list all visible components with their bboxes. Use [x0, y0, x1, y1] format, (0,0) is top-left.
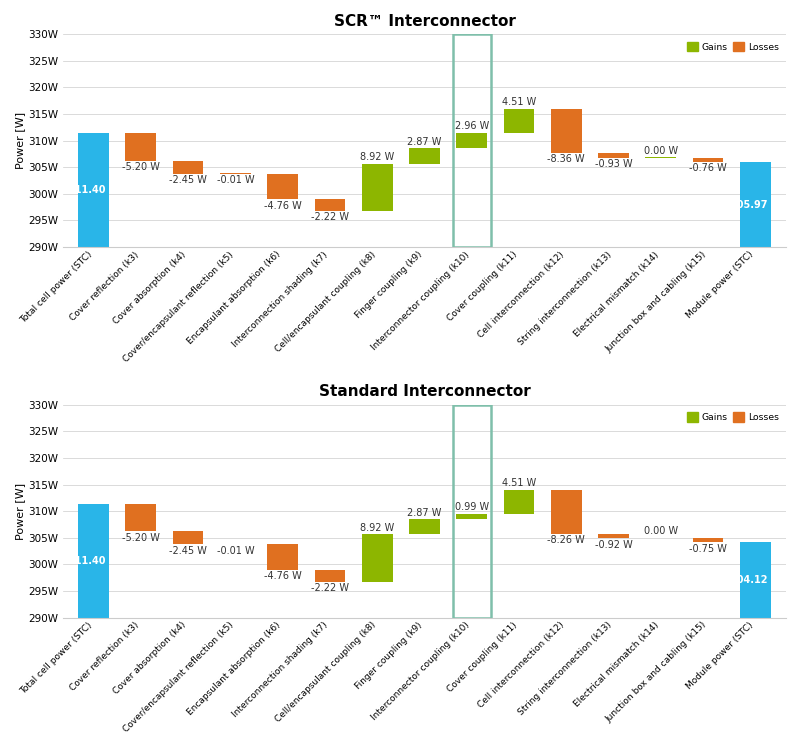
Text: 304.12 W: 304.12 W	[730, 575, 781, 585]
Text: -0.75 W: -0.75 W	[689, 544, 727, 554]
Bar	[362, 164, 393, 211]
Text: 2.96 W: 2.96 W	[454, 121, 489, 131]
Bar	[78, 133, 109, 247]
Text: -2.45 W: -2.45 W	[169, 175, 207, 186]
Bar	[314, 570, 346, 582]
Text: -5.20 W: -5.20 W	[122, 533, 160, 543]
Bar	[267, 545, 298, 570]
Text: -0.01 W: -0.01 W	[217, 546, 254, 556]
Bar	[504, 490, 534, 514]
Bar	[173, 531, 203, 545]
Text: -5.20 W: -5.20 W	[122, 162, 160, 172]
Text: 2.87 W: 2.87 W	[407, 508, 442, 518]
Text: 2.87 W: 2.87 W	[407, 137, 442, 147]
Text: -8.26 W: -8.26 W	[547, 535, 585, 545]
Bar	[409, 148, 440, 164]
Bar	[551, 490, 582, 533]
Text: -2.22 W: -2.22 W	[311, 583, 349, 593]
Legend: Gains, Losses: Gains, Losses	[684, 409, 782, 425]
Bar	[740, 542, 770, 618]
Bar	[456, 514, 487, 519]
Legend: Gains, Losses: Gains, Losses	[684, 39, 782, 55]
Text: 4.51 W: 4.51 W	[502, 97, 536, 107]
Text: 8.92 W: 8.92 W	[360, 523, 394, 533]
Bar	[740, 162, 770, 247]
Text: 0.99 W: 0.99 W	[454, 502, 489, 512]
Bar	[504, 108, 534, 132]
Bar	[126, 133, 156, 161]
Text: 0.00 W: 0.00 W	[644, 146, 678, 156]
Bar	[173, 161, 203, 174]
Title: SCR™ Interconnector: SCR™ Interconnector	[334, 14, 515, 29]
Y-axis label: Power [W]: Power [W]	[15, 112, 25, 169]
Bar	[456, 132, 487, 148]
Text: -0.93 W: -0.93 W	[594, 159, 632, 169]
Text: -8.36 W: -8.36 W	[547, 154, 585, 165]
Bar	[267, 174, 298, 199]
Text: -4.76 W: -4.76 W	[264, 571, 302, 581]
Bar	[693, 539, 723, 542]
Text: 311.40 W: 311.40 W	[68, 185, 119, 195]
Bar	[453, 405, 491, 618]
Bar	[598, 533, 629, 539]
Title: Standard Interconnector: Standard Interconnector	[318, 384, 530, 399]
Bar	[693, 158, 723, 162]
Text: 8.92 W: 8.92 W	[360, 153, 394, 162]
Bar	[78, 503, 109, 618]
Text: -0.92 W: -0.92 W	[594, 540, 633, 550]
Text: 0.00 W: 0.00 W	[644, 527, 678, 536]
Text: 305.97 W: 305.97 W	[730, 200, 781, 209]
Text: -0.01 W: -0.01 W	[217, 175, 254, 186]
Y-axis label: Power [W]: Power [W]	[15, 482, 25, 540]
Text: 311.40 W: 311.40 W	[68, 556, 119, 565]
Bar	[314, 199, 346, 211]
Bar	[598, 153, 629, 158]
Bar	[409, 519, 440, 534]
Text: -2.45 W: -2.45 W	[169, 546, 207, 556]
Bar	[551, 108, 582, 153]
Bar	[453, 34, 491, 247]
Text: -2.22 W: -2.22 W	[311, 212, 349, 222]
Bar	[126, 503, 156, 531]
Text: -0.76 W: -0.76 W	[690, 163, 727, 174]
Text: -4.76 W: -4.76 W	[264, 200, 302, 211]
Text: 4.51 W: 4.51 W	[502, 478, 536, 488]
Bar	[362, 534, 393, 582]
